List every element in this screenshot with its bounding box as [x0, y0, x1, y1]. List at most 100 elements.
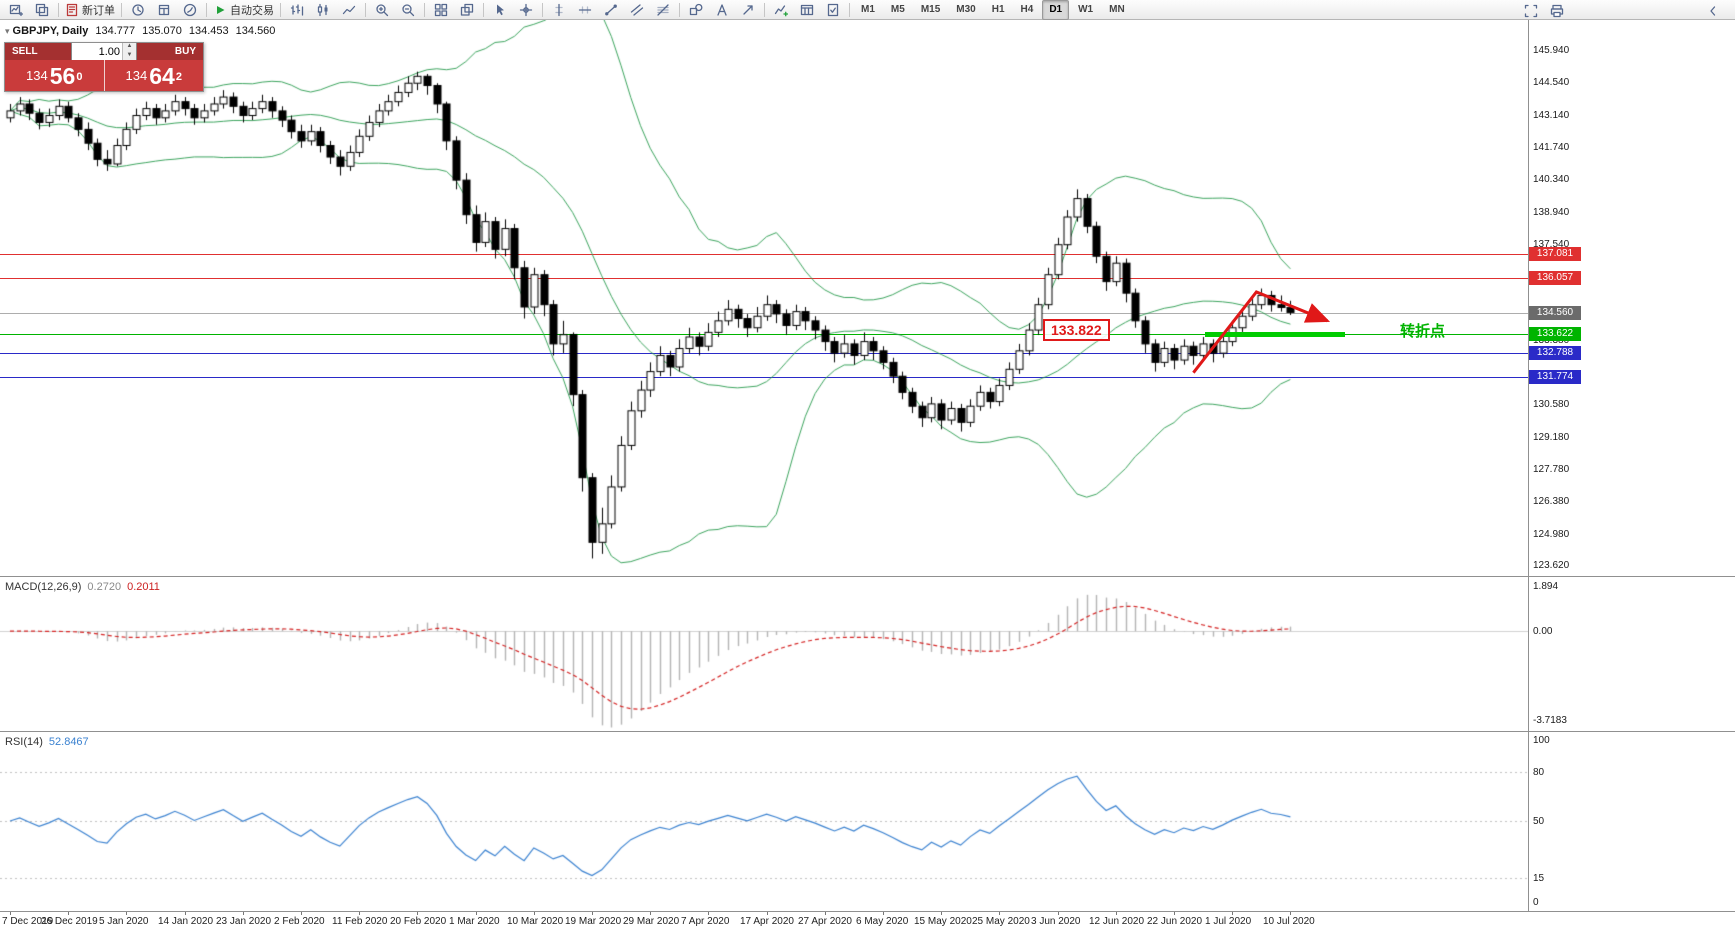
time-tick — [650, 912, 651, 915]
periods[interactable] — [794, 0, 820, 20]
turning-point-label[interactable]: 转折点 — [1400, 323, 1446, 340]
volume-stepper: ▲ ▼ — [71, 43, 137, 60]
trendline-tool[interactable] — [598, 0, 624, 20]
candle-chart-mode[interactable] — [310, 0, 336, 20]
time-axis-label: 22 Jun 2020 — [1147, 916, 1203, 927]
sell-button[interactable]: SELL — [5, 43, 71, 60]
navigator[interactable] — [177, 0, 203, 20]
time-axis-label: 5 Jan 2020 — [99, 916, 149, 927]
price-axis-label: 123.620 — [1533, 559, 1570, 571]
buy-button[interactable]: BUY — [137, 43, 203, 60]
time-tick — [1116, 912, 1117, 915]
horizontal-line-tool[interactable] — [572, 0, 598, 20]
cursor-icon — [497, 4, 504, 15]
time-axis-label: 25 May 2020 — [972, 916, 1030, 927]
vertical-line-tool[interactable] — [546, 0, 572, 20]
profiles-icon — [35, 3, 49, 16]
fibonacci-tool[interactable] — [650, 0, 676, 20]
timeframe-mn[interactable]: MN — [1109, 4, 1125, 15]
cursor-tool[interactable] — [487, 0, 513, 20]
print[interactable] — [1544, 1, 1570, 21]
macd-name: MACD(12,26,9) — [5, 581, 82, 593]
autotrading[interactable]: 自动交易 — [210, 0, 277, 20]
add-indicator[interactable] — [768, 0, 794, 20]
cascade-icon — [460, 3, 474, 16]
time-axis-label: 6 May 2020 — [856, 916, 909, 927]
price-tag-137.081: 137.081 — [1529, 247, 1581, 262]
panel-separator[interactable] — [0, 731, 1735, 732]
toolbar-right-group — [1518, 1, 1570, 21]
crosshair-tool[interactable] — [513, 0, 539, 20]
timeframe-d1[interactable]: D1 — [1042, 0, 1070, 20]
channel-tool[interactable] — [624, 0, 650, 20]
timeframe-m1[interactable]: M1 — [861, 4, 875, 15]
ohlc-high: 135.070 — [142, 25, 182, 37]
scroll-left[interactable] — [1700, 1, 1726, 21]
price-chart-canvas[interactable] — [0, 20, 1528, 577]
arrow-tool[interactable] — [735, 0, 761, 20]
shapes-tool[interactable] — [683, 0, 709, 20]
ohlc-open: 134.777 — [95, 25, 136, 37]
macd-indicator-canvas[interactable] — [0, 577, 1528, 732]
time-tick — [1058, 912, 1059, 915]
market-watch[interactable] — [125, 0, 151, 20]
autotrading-icon — [217, 5, 225, 14]
new-order[interactable]: 新订单 — [62, 0, 118, 20]
templates[interactable] — [820, 0, 846, 20]
rsi-axis-label: 100 — [1533, 735, 1550, 746]
support-highlight-line[interactable] — [1205, 332, 1345, 337]
rsi-value: 52.8467 — [48, 736, 89, 748]
timeframe-h4[interactable]: H4 — [1020, 4, 1034, 15]
timeframe-m30[interactable]: M30 — [956, 4, 976, 15]
volume-input[interactable] — [72, 43, 122, 60]
timeframe-w1[interactable]: W1 — [1078, 4, 1094, 15]
price-tag-132.788: 132.788 — [1529, 346, 1581, 361]
rsi-indicator-canvas[interactable] — [0, 732, 1528, 912]
time-axis-label: 12 Jun 2020 — [1089, 916, 1145, 927]
line-chart-mode[interactable] — [336, 0, 362, 20]
buy-price-button[interactable]: 134 64 2 — [104, 60, 203, 91]
chart-profiles[interactable] — [29, 0, 55, 20]
text-tool[interactable] — [709, 0, 735, 20]
cascade-windows[interactable] — [454, 0, 480, 20]
sell-price-sup: 0 — [76, 71, 83, 83]
zoom-out[interactable] — [395, 0, 421, 20]
time-tick — [767, 912, 768, 915]
price-annotation-box[interactable]: 133.822 — [1043, 319, 1110, 341]
new-order-icon — [66, 3, 78, 16]
volume-down-icon[interactable]: ▼ — [123, 51, 136, 60]
data-window-icon — [158, 4, 170, 15]
bar-chart-mode[interactable] — [284, 0, 310, 20]
scroll-right[interactable] — [1726, 1, 1735, 21]
volume-up-icon[interactable]: ▲ — [123, 43, 136, 52]
panel-separator — [0, 911, 1735, 912]
full-screen-icon — [1524, 4, 1538, 18]
sell-price-prefix: 134 — [26, 68, 48, 83]
one-click-trading-toggle-icon[interactable]: ▾ — [5, 26, 10, 36]
timeframe-h1[interactable]: H1 — [991, 4, 1005, 15]
time-axis-label: 11 Feb 2020 — [332, 916, 388, 927]
navigator-icon — [183, 3, 197, 16]
panel-separator[interactable] — [0, 576, 1735, 577]
periods-icon — [800, 4, 814, 15]
text-label-icon — [717, 3, 727, 16]
time-tick — [1174, 912, 1175, 915]
price-tag-136.057: 136.057 — [1529, 271, 1581, 285]
new-chart[interactable] — [3, 0, 29, 20]
main-chart-panel: 133.822 转折点 ▾ GBPJPY, Daily 134.777 135.070… — [0, 20, 1528, 577]
data-window[interactable] — [151, 0, 177, 20]
time-tick — [825, 912, 826, 915]
time-axis-label: 17 Apr 2020 — [740, 916, 794, 927]
time-tick — [999, 912, 1000, 915]
price-tag-131.774: 131.774 — [1529, 369, 1581, 384]
zoom-in[interactable] — [369, 0, 395, 20]
macd-axis-label: 1.894 — [1533, 580, 1559, 592]
full-screen[interactable] — [1518, 1, 1544, 21]
buy-price-prefix: 134 — [125, 68, 148, 83]
timeframe-m15[interactable]: M15 — [920, 4, 941, 15]
tile-windows[interactable] — [428, 0, 454, 20]
timeframe-m5[interactable]: M5 — [890, 4, 905, 15]
symbol-label: GBPJPY, Daily — [12, 25, 89, 37]
sell-price-button[interactable]: 134 56 0 — [5, 60, 105, 91]
